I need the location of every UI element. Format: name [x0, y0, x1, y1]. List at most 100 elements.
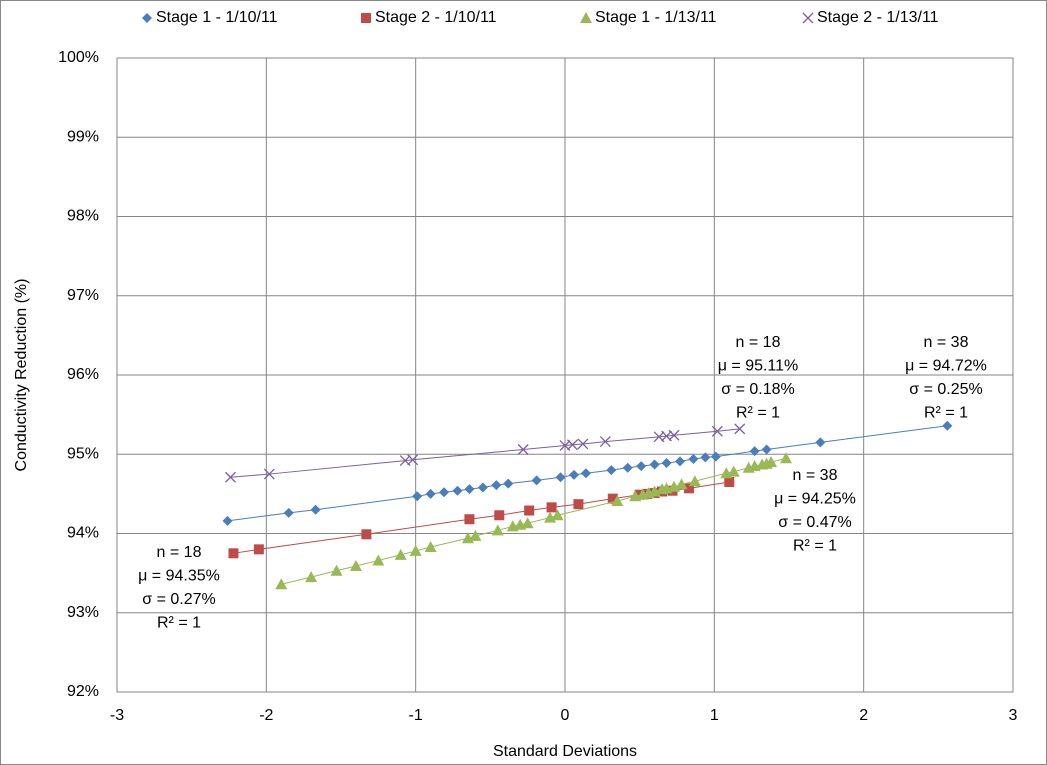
point	[275, 578, 288, 590]
point	[688, 454, 699, 465]
point	[253, 544, 264, 555]
x-tick-label: 3	[1009, 707, 1018, 724]
point	[734, 423, 746, 435]
point	[409, 544, 422, 556]
x-tick-label: -1	[409, 707, 423, 724]
annotation: n = 38	[924, 334, 969, 351]
point	[263, 468, 275, 480]
x-tick-label: -2	[259, 707, 273, 724]
point	[469, 529, 482, 541]
point	[425, 488, 436, 499]
point	[780, 452, 793, 464]
annotation: R² = 1	[924, 405, 968, 422]
point	[668, 429, 680, 441]
point	[521, 517, 534, 529]
x-tick-label: 2	[859, 707, 868, 724]
point	[491, 524, 504, 536]
point	[700, 452, 711, 463]
point	[494, 510, 505, 521]
annotation: μ = 94.25%	[774, 491, 856, 508]
annotation: R² = 1	[793, 538, 837, 555]
point	[573, 499, 584, 510]
point	[580, 468, 591, 479]
annotation: n = 18	[157, 544, 202, 561]
point	[517, 444, 529, 455]
point	[749, 446, 760, 457]
point	[649, 459, 660, 470]
y-tick-label: 94%	[67, 525, 99, 542]
y-tick-label: 96%	[67, 366, 99, 383]
point	[361, 529, 372, 540]
point	[524, 505, 535, 516]
y-tick-label: 95%	[67, 445, 99, 462]
legend-marker	[142, 13, 152, 23]
point	[675, 478, 688, 490]
annotation: μ = 94.35%	[138, 568, 220, 585]
point	[305, 571, 318, 583]
annotation: μ = 95.11%	[718, 358, 799, 375]
point	[349, 559, 362, 571]
x-tick-label: -3	[110, 707, 124, 724]
point	[674, 456, 685, 467]
point	[568, 469, 579, 480]
point	[551, 509, 564, 521]
point	[683, 483, 694, 494]
trend-line	[230, 428, 740, 478]
x-tick-label: 1	[710, 707, 719, 724]
point	[546, 502, 557, 513]
y-tick-label: 92%	[67, 683, 99, 700]
trend-line	[227, 425, 948, 522]
point	[330, 564, 343, 576]
annotation: σ = 0.25%	[909, 381, 982, 398]
y-tick-label: 99%	[67, 128, 99, 145]
point	[464, 484, 475, 495]
point	[636, 461, 647, 472]
y-tick-label: 98%	[67, 208, 99, 225]
point	[222, 515, 233, 526]
y-tick-label: 100%	[58, 49, 99, 66]
point	[407, 454, 419, 466]
y-tick-label: 93%	[67, 604, 99, 621]
point	[567, 439, 578, 451]
legend-label: Stage 1 - 1/10/11	[156, 9, 278, 26]
point	[815, 437, 826, 448]
point	[310, 504, 321, 515]
y-axis-title: Conductivity Reduction (%)	[13, 279, 30, 472]
point	[606, 465, 617, 476]
point	[577, 438, 589, 450]
point	[503, 478, 514, 489]
legend-marker	[361, 13, 371, 23]
point	[283, 507, 294, 518]
point	[942, 420, 953, 431]
point	[607, 493, 618, 504]
legend-label: Stage 2 - 1/10/11	[375, 9, 497, 26]
annotation: σ = 0.27%	[142, 591, 215, 608]
legend-marker	[580, 12, 592, 23]
point	[727, 465, 740, 477]
point	[711, 425, 723, 437]
annotation: R² = 1	[736, 405, 780, 422]
y-tick-label: 97%	[67, 287, 99, 304]
point	[688, 475, 701, 487]
point	[765, 456, 778, 468]
point	[424, 540, 437, 552]
point	[761, 444, 772, 455]
annotation: R² = 1	[157, 615, 201, 632]
x-axis-title: Standard Deviations	[493, 743, 637, 760]
point	[439, 487, 450, 498]
point	[464, 514, 475, 525]
point	[622, 462, 633, 473]
annotation: μ = 94.72%	[905, 358, 987, 375]
point	[599, 436, 611, 448]
annotation: n = 38	[793, 467, 838, 484]
point	[555, 472, 566, 483]
point	[372, 554, 385, 566]
point	[661, 457, 672, 468]
point	[710, 451, 721, 462]
point	[394, 548, 407, 560]
point	[452, 485, 463, 496]
point	[225, 471, 236, 483]
x-tick-label: 0	[561, 707, 570, 724]
